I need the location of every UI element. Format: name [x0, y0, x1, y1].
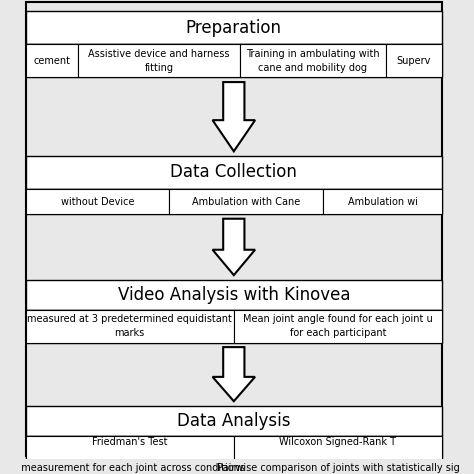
Text: Ambulation with Cane: Ambulation with Cane [192, 197, 301, 207]
Bar [26, 280, 442, 310]
Bar [26, 310, 234, 343]
Bar [234, 436, 442, 474]
Bar [169, 189, 323, 214]
Bar [26, 11, 442, 45]
Bar [323, 189, 442, 214]
Text: Data Collection: Data Collection [170, 164, 297, 182]
Bar [78, 45, 240, 77]
Text: Ambulation wi: Ambulation wi [348, 197, 418, 207]
Text: Wilcoxon Signed-Rank T

Pairwise comparison of joints with statistically sig: Wilcoxon Signed-Rank T Pairwise comparis… [217, 437, 459, 474]
Text: Mean joint angle found for each joint u
for each participant: Mean joint angle found for each joint u … [243, 314, 433, 337]
Text: measured at 3 predetermined equidistant
marks: measured at 3 predetermined equidistant … [27, 314, 232, 337]
Polygon shape [212, 82, 255, 151]
Text: Assistive device and harness
fitting: Assistive device and harness fitting [88, 49, 229, 73]
Text: Data Analysis: Data Analysis [177, 412, 291, 430]
Bar [26, 156, 442, 189]
Text: Training in ambulating with
cane and mobility dog: Training in ambulating with cane and mob… [246, 49, 380, 73]
Bar [26, 310, 442, 343]
Bar [240, 45, 386, 77]
Bar [26, 189, 169, 214]
Text: Preparation: Preparation [186, 19, 282, 37]
Bar [234, 310, 442, 343]
Text: Video Analysis with Kinovea: Video Analysis with Kinovea [118, 286, 350, 304]
Bar [26, 436, 234, 474]
Bar [26, 189, 442, 214]
Bar [26, 406, 442, 436]
Bar [26, 45, 78, 77]
Text: Friedman's Test

  measurement for each joint across conditions: Friedman's Test measurement for each joi… [15, 437, 245, 474]
Bar [26, 436, 442, 474]
Bar [26, 45, 442, 77]
Polygon shape [212, 219, 255, 275]
Text: cement: cement [33, 56, 70, 66]
Text: Superv: Superv [397, 56, 431, 66]
Polygon shape [212, 347, 255, 401]
Bar [386, 45, 442, 77]
Text: without Device: without Device [61, 197, 134, 207]
